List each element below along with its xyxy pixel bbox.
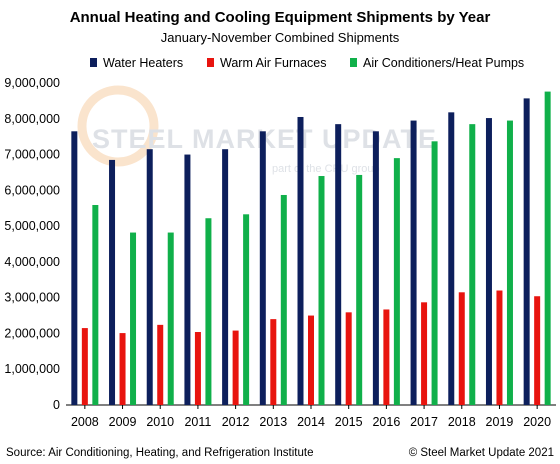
bar xyxy=(383,309,390,405)
x-axis-ticks: 2008 2009 2010 2011 2012 2013 2014 2015 2016 2017… xyxy=(71,405,551,429)
bar xyxy=(184,154,191,405)
y-tick-label: 3,000,000 xyxy=(4,291,60,305)
bar xyxy=(222,149,229,405)
legend-label: Water Heaters xyxy=(103,56,183,70)
watermark-sub-text: part of the CRU group xyxy=(272,163,380,175)
bar xyxy=(431,141,438,405)
bar xyxy=(243,214,250,405)
y-tick-label: 6,000,000 xyxy=(4,183,60,197)
y-tick-label: 5,000,000 xyxy=(4,219,60,233)
bar xyxy=(458,292,465,405)
copyright-note: © Steel Market Update 2021 xyxy=(409,447,554,459)
x-tick-label: 2009 xyxy=(109,415,137,429)
bar xyxy=(544,91,551,405)
bar xyxy=(506,120,513,406)
bar xyxy=(372,131,379,406)
x-tick-label: 2012 xyxy=(222,415,250,429)
y-tick-label: 4,000,000 xyxy=(4,255,60,269)
y-tick-label: 7,000,000 xyxy=(4,148,60,162)
y-tick-label: 8,000,000 xyxy=(4,112,60,126)
x-tick-label: 2020 xyxy=(523,415,551,429)
legend-swatch xyxy=(207,58,214,67)
y-axis-ticks: 0 1,000,000 2,000,000 3,000,000 4,000,000 5,0… xyxy=(4,76,60,412)
watermark-logo-arc xyxy=(77,85,159,167)
bar xyxy=(469,124,476,406)
bar xyxy=(297,116,304,405)
bar xyxy=(109,159,116,405)
watermark: STEEL MARKET UPDATE part of the CRU grou… xyxy=(77,85,436,175)
x-tick-label: 2016 xyxy=(372,415,400,429)
bar xyxy=(167,232,174,405)
legend: Water Heaters Warm Air Furnaces Air Condit… xyxy=(90,56,524,70)
bar xyxy=(335,124,342,406)
bar xyxy=(534,296,541,405)
x-tick-label: 2008 xyxy=(71,415,99,429)
bar xyxy=(146,149,153,405)
x-tick-label: 2013 xyxy=(259,415,287,429)
bar xyxy=(280,194,287,405)
bar xyxy=(345,312,352,405)
bar xyxy=(318,176,325,405)
legend-swatch xyxy=(90,58,97,67)
bar xyxy=(356,174,363,405)
y-tick-label: 9,000,000 xyxy=(4,76,60,90)
bar xyxy=(119,333,126,405)
bar xyxy=(523,98,530,405)
bar xyxy=(421,302,428,405)
bar xyxy=(410,120,417,406)
x-tick-label: 2014 xyxy=(297,415,325,429)
x-tick-label: 2011 xyxy=(184,415,211,429)
bar xyxy=(496,290,503,405)
x-tick-label: 2015 xyxy=(335,415,363,429)
legend-label: Warm Air Furnaces xyxy=(220,56,327,70)
legend-label: Air Conditioners/Heat Pumps xyxy=(363,56,524,70)
bar xyxy=(232,330,239,405)
bar xyxy=(71,131,78,406)
bar xyxy=(81,328,88,405)
bars xyxy=(71,91,551,406)
x-tick-label: 2010 xyxy=(146,415,174,429)
y-tick-label: 0 xyxy=(53,398,60,412)
legend-swatch xyxy=(350,58,357,67)
bar xyxy=(270,319,277,405)
bar xyxy=(92,205,99,405)
bar xyxy=(205,218,212,405)
chart-title: Annual Heating and Cooling Equipment Shi… xyxy=(70,9,491,26)
bar xyxy=(393,158,400,405)
bar xyxy=(485,118,492,405)
bar xyxy=(308,315,314,405)
bar xyxy=(448,112,455,406)
x-tick-label: 2017 xyxy=(410,415,438,429)
y-tick-label: 1,000,000 xyxy=(4,362,60,376)
bar xyxy=(194,332,201,405)
bar xyxy=(157,324,164,405)
x-tick-label: 2019 xyxy=(486,415,514,429)
bar xyxy=(259,131,266,406)
chart-subtitle: January-November Combined Shipments xyxy=(161,30,400,45)
y-tick-label: 2,000,000 xyxy=(4,326,60,340)
source-note: Source: Air Conditioning, Heating, and R… xyxy=(6,447,314,459)
bar xyxy=(130,232,137,405)
x-tick-label: 2018 xyxy=(448,415,476,429)
